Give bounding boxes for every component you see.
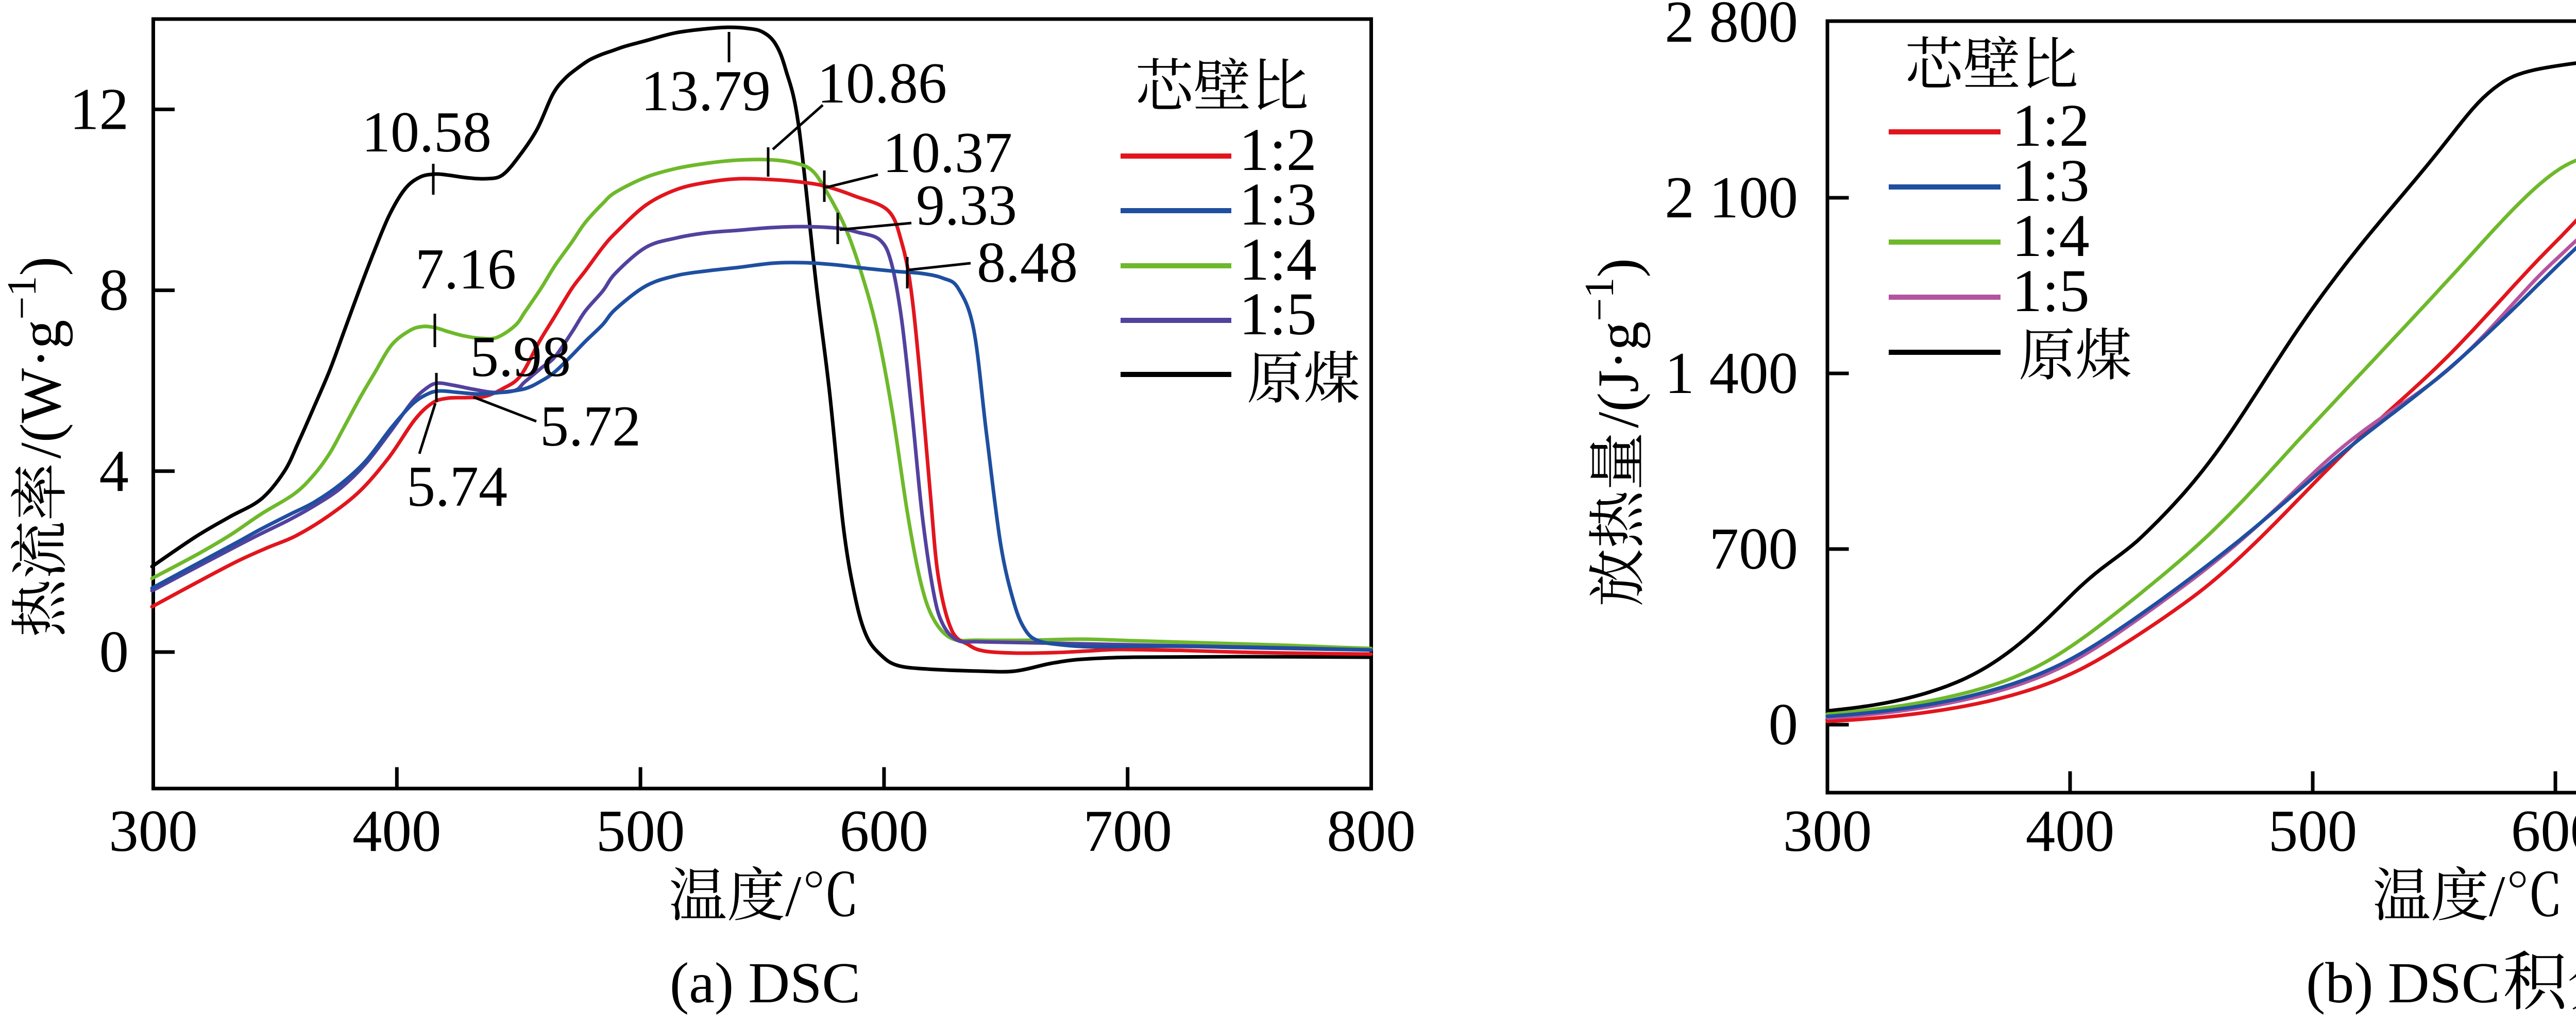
svg-text:5.98: 5.98: [470, 325, 571, 389]
svg-text:/: /: [2489, 864, 2505, 929]
svg-text:12: 12: [70, 76, 129, 142]
svg-text:13.79: 13.79: [641, 59, 771, 123]
svg-text:/: /: [785, 864, 802, 929]
svg-text:4: 4: [99, 438, 129, 504]
svg-text:5.74: 5.74: [406, 455, 507, 519]
svg-text:5.72: 5.72: [540, 395, 641, 458]
svg-text:600: 600: [2511, 798, 2576, 864]
svg-text:1:5: 1:5: [2012, 257, 2090, 324]
svg-text:1:2: 1:2: [2012, 92, 2090, 159]
svg-text:500: 500: [2268, 798, 2358, 864]
svg-text:1 400: 1 400: [1665, 340, 1798, 406]
svg-text:1:4: 1:4: [1239, 226, 1317, 293]
svg-text:(b) DSC: (b) DSC: [2306, 951, 2500, 1015]
svg-text:400: 400: [352, 798, 442, 864]
svg-text:10.37: 10.37: [883, 121, 1012, 185]
svg-text:300: 300: [109, 798, 198, 864]
svg-text:0: 0: [1769, 692, 1799, 757]
svg-text:10.86: 10.86: [817, 52, 947, 115]
svg-text:1:2: 1:2: [1239, 116, 1317, 183]
svg-text:1:3: 1:3: [1239, 170, 1317, 238]
svg-text:9.33: 9.33: [916, 174, 1017, 237]
svg-text:2 800: 2 800: [1665, 0, 1798, 55]
svg-text:1:4: 1:4: [2012, 202, 2090, 269]
svg-text:2 100: 2 100: [1665, 165, 1798, 230]
svg-text:300: 300: [1783, 798, 1872, 864]
svg-text:600: 600: [840, 798, 929, 864]
svg-text:8: 8: [99, 258, 129, 323]
svg-text:7.16: 7.16: [415, 237, 516, 301]
svg-text:1:5: 1:5: [1239, 280, 1317, 348]
svg-text:1:3: 1:3: [2012, 147, 2090, 214]
svg-text:0: 0: [99, 619, 129, 684]
svg-text:700: 700: [1709, 516, 1799, 581]
svg-text:800: 800: [1327, 798, 1416, 864]
svg-text:400: 400: [2026, 798, 2115, 864]
svg-text:500: 500: [596, 798, 685, 864]
svg-text:700: 700: [1083, 798, 1172, 864]
svg-text:(a) DSC: (a) DSC: [670, 951, 860, 1015]
svg-text:8.48: 8.48: [977, 231, 1078, 295]
svg-text:10.58: 10.58: [362, 100, 492, 164]
